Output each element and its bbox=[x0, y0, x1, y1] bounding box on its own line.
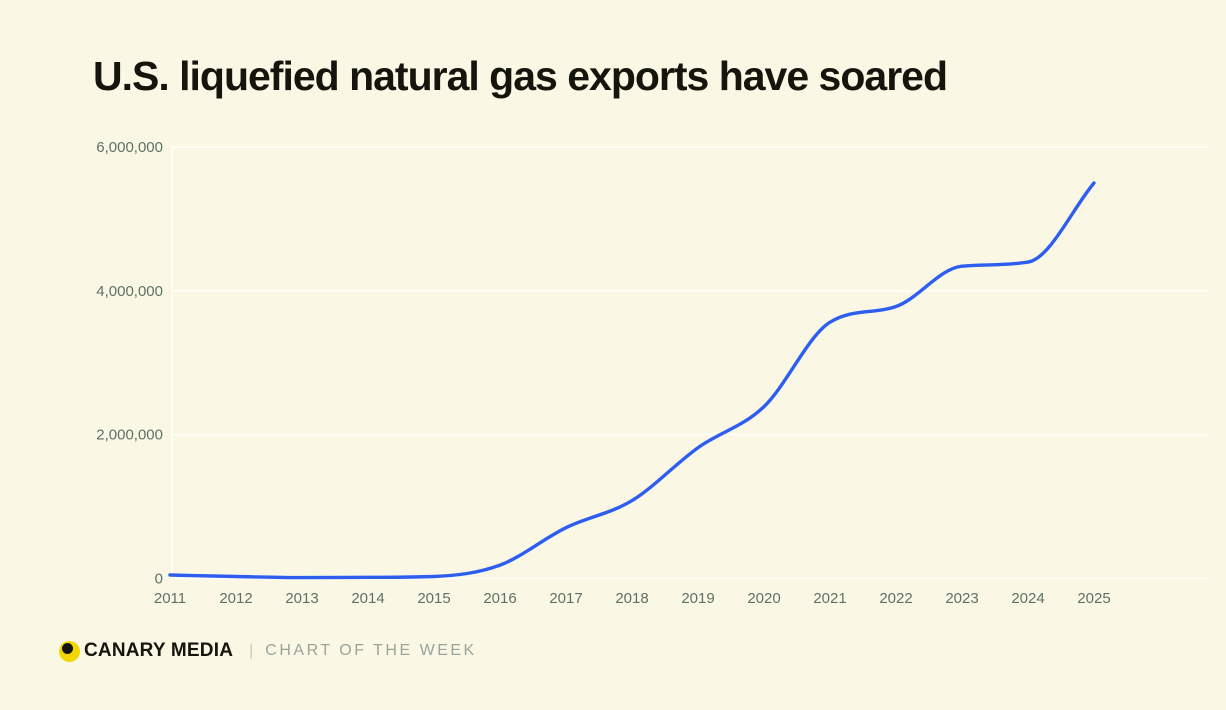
x-axis-tick-label: 2015 bbox=[417, 590, 450, 607]
logo-dot bbox=[62, 642, 73, 654]
y-axis-tick-label: 6,000,000 bbox=[96, 139, 163, 156]
chart-of-the-week-label: CHART OF THE WEEK bbox=[265, 642, 477, 659]
x-axis-tick-label: 2024 bbox=[1011, 590, 1044, 607]
footer-separator: | bbox=[249, 642, 254, 659]
brand-name: CANARY MEDIA bbox=[84, 640, 234, 661]
x-axis-tick-label: 2019 bbox=[681, 590, 714, 607]
x-axis-tick-label: 2012 bbox=[219, 590, 252, 607]
y-axis-tick-label: 2,000,000 bbox=[96, 427, 163, 444]
x-axis-tick-label: 2013 bbox=[285, 590, 318, 607]
x-axis-tick-label: 2021 bbox=[813, 590, 846, 607]
footer: CANARY MEDIA | CHART OF THE WEEK bbox=[59, 638, 477, 664]
y-axis-tick-label: 4,000,000 bbox=[96, 283, 163, 300]
x-axis-tick-label: 2023 bbox=[945, 590, 978, 607]
canary-media-logo-icon bbox=[59, 640, 80, 662]
x-axis-tick-label: 2018 bbox=[615, 590, 648, 607]
x-axis-tick-label: 2025 bbox=[1077, 590, 1110, 607]
y-axis-tick-label: 0 bbox=[155, 571, 163, 588]
x-axis-tick-label: 2020 bbox=[747, 590, 780, 607]
x-axis-tick-label: 2014 bbox=[351, 590, 384, 607]
x-axis-tick-label: 2011 bbox=[154, 590, 186, 607]
page-title: U.S. liquefied natural gas exports have … bbox=[93, 53, 948, 99]
x-axis-tick-label: 2017 bbox=[549, 590, 582, 607]
x-axis-tick-label: 2022 bbox=[879, 590, 912, 607]
data-line-us-lng-exports bbox=[168, 181, 1096, 580]
x-axis-tick-label: 2016 bbox=[483, 590, 516, 607]
